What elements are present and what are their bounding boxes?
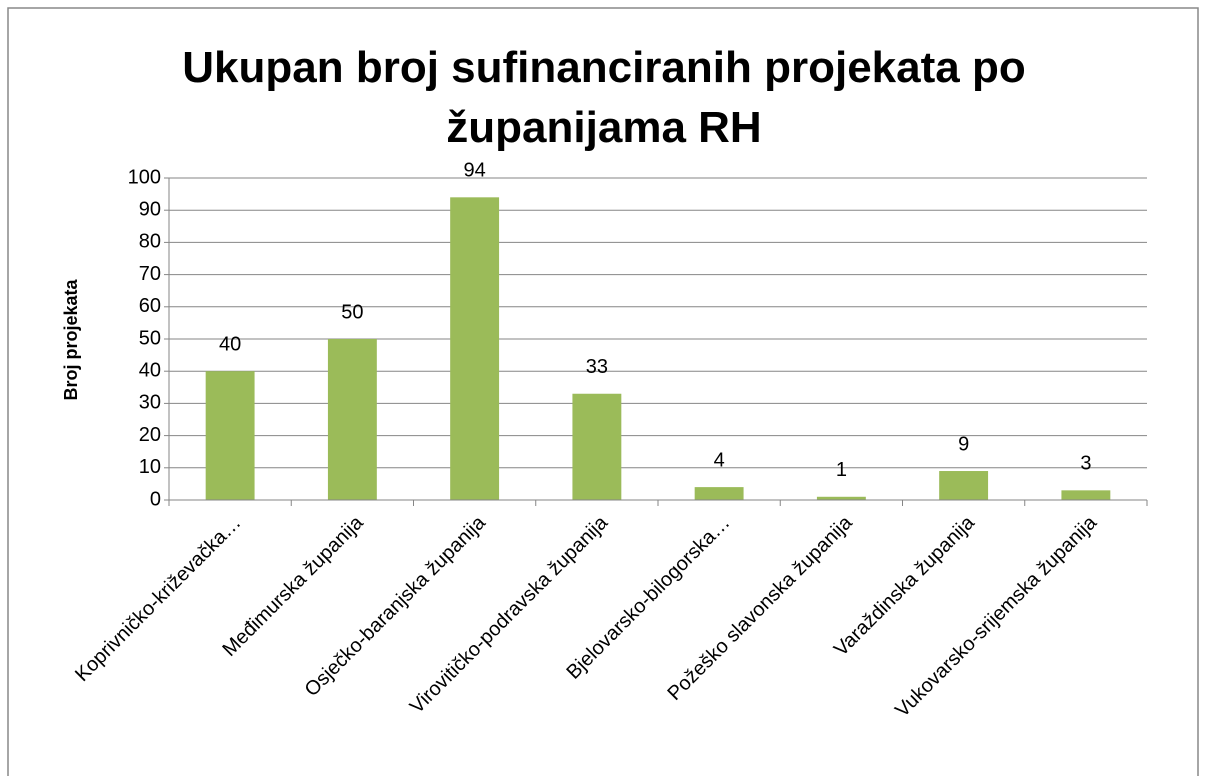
bar [816, 496, 866, 500]
y-axis-label: Broj projekata [61, 279, 81, 401]
x-tick-label: Međimurska županija [218, 511, 368, 661]
x-tick-label: Vukovarsko-srijemska županija [891, 511, 1102, 722]
data-label: 4 [714, 449, 725, 471]
y-tick-label: 50 [139, 327, 161, 349]
y-tick-label: 0 [150, 488, 161, 510]
y-tick-label: 30 [139, 392, 161, 414]
bar [1061, 490, 1111, 500]
bar [694, 487, 744, 500]
y-tick-label: 40 [139, 359, 161, 381]
bar [572, 393, 622, 500]
x-tick-label: Varaždinska županija [830, 511, 980, 661]
chart-border [7, 7, 1199, 776]
x-tick-label: Virovitičko-podravska županija [406, 511, 613, 718]
data-label: 3 [1080, 453, 1091, 475]
y-tick-label: 10 [139, 456, 161, 478]
data-label: 1 [836, 459, 847, 481]
y-tick-label: 70 [139, 263, 161, 285]
bar [205, 371, 255, 500]
y-tick-label: 80 [139, 231, 161, 253]
y-tick-label: 100 [128, 166, 161, 188]
y-tick-label: 60 [139, 295, 161, 317]
data-label: 40 [219, 333, 241, 355]
bar [327, 339, 377, 500]
x-tick-label: Koprivničko-križevačka… [71, 512, 245, 686]
data-label: 50 [341, 301, 363, 323]
y-tick-label: 90 [139, 198, 161, 220]
data-label: 33 [586, 356, 608, 378]
y-tick-label: 20 [139, 424, 161, 446]
data-label: 9 [958, 433, 969, 455]
bar [450, 197, 500, 500]
chart-title: Ukupan broj sufinanciranih projekata po … [182, 43, 1026, 152]
bar [939, 471, 989, 500]
data-label: 94 [464, 160, 486, 182]
